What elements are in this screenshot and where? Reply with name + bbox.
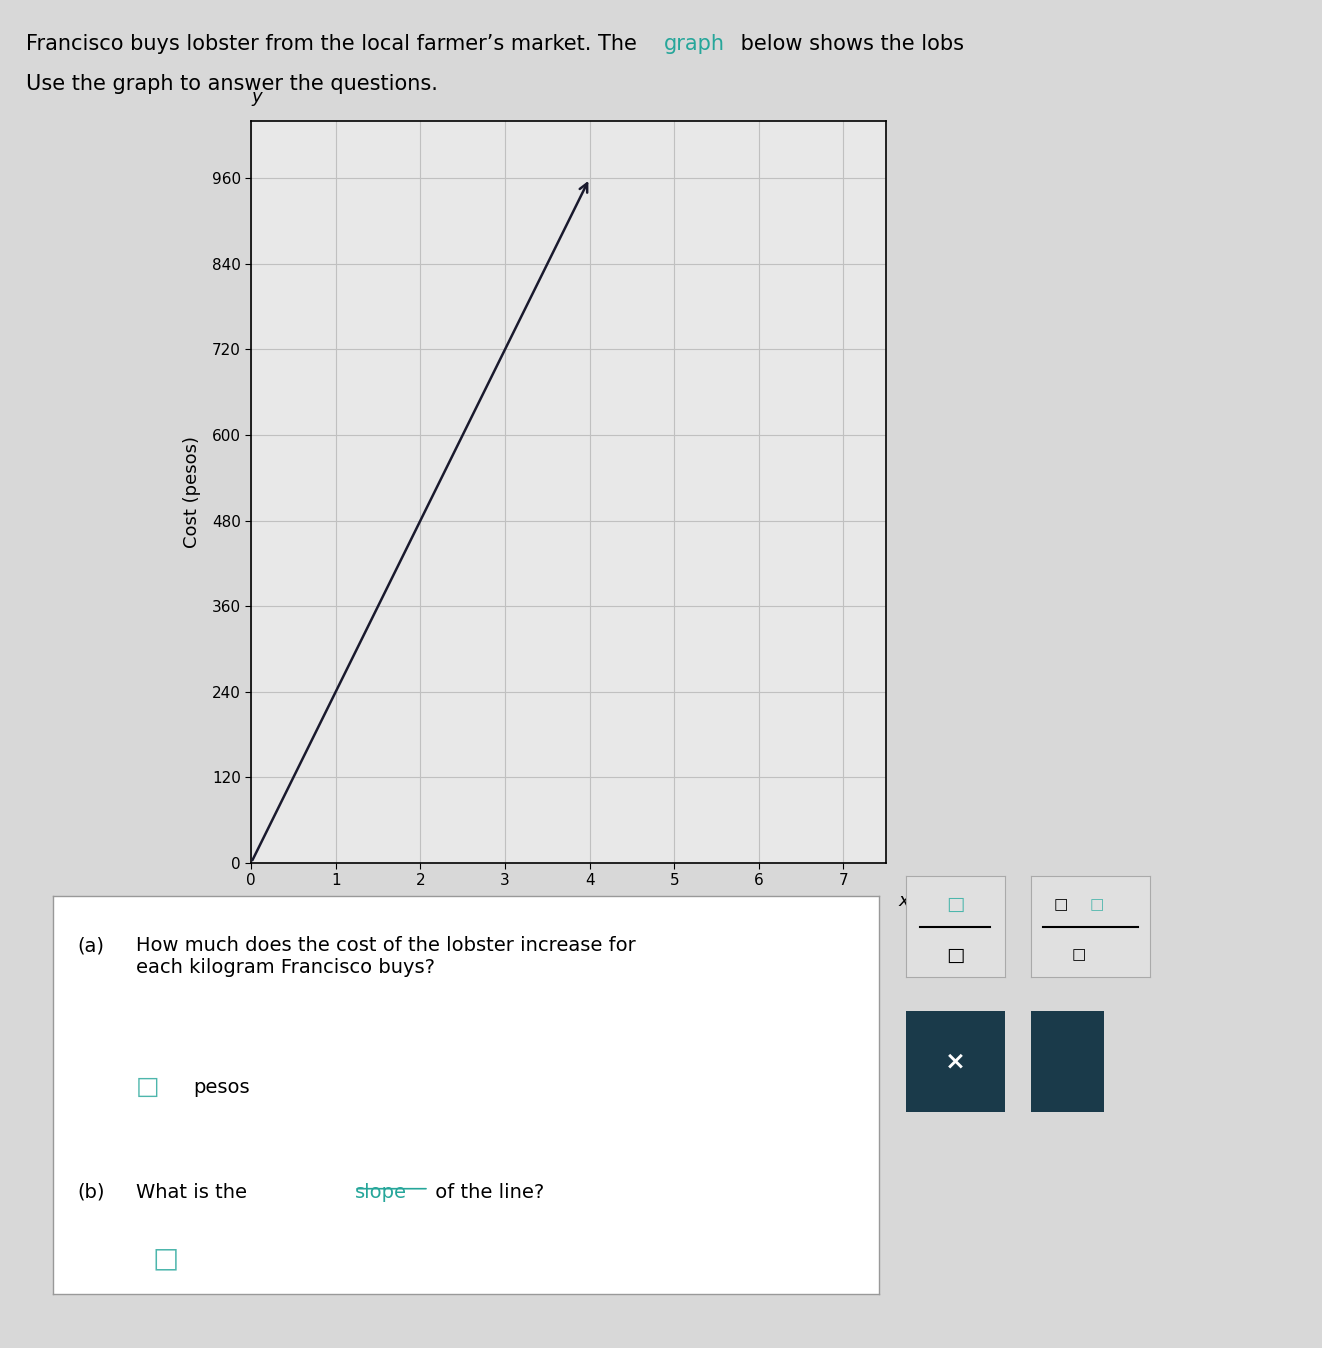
Text: How much does the cost of the lobster increase for
each kilogram Francisco buys?: How much does the cost of the lobster in… <box>135 936 636 977</box>
Text: of the line?: of the line? <box>428 1182 545 1201</box>
Text: □: □ <box>1072 948 1085 962</box>
X-axis label: Weight (kilograms): Weight (kilograms) <box>483 899 654 917</box>
Text: x: x <box>899 892 910 910</box>
Text: Francisco buys lobster from the local farmer’s market. The: Francisco buys lobster from the local fa… <box>26 34 644 54</box>
Text: y: y <box>251 89 262 106</box>
Text: ×: × <box>945 1050 965 1073</box>
Text: slope: slope <box>354 1182 406 1201</box>
Text: pesos: pesos <box>193 1078 250 1097</box>
Y-axis label: Cost (pesos): Cost (pesos) <box>182 435 201 549</box>
Text: □: □ <box>947 895 964 914</box>
Text: What is the: What is the <box>135 1182 253 1201</box>
Text: below shows the lobs: below shows the lobs <box>734 34 964 54</box>
Text: Use the graph to answer the questions.: Use the graph to answer the questions. <box>26 74 439 94</box>
Text: □: □ <box>135 1076 159 1100</box>
Text: □: □ <box>1089 896 1104 913</box>
Text: □: □ <box>152 1244 178 1273</box>
Text: graph: graph <box>664 34 724 54</box>
Text: (a): (a) <box>78 936 104 956</box>
Text: (b): (b) <box>78 1182 106 1201</box>
Text: □: □ <box>1054 896 1068 913</box>
Text: □: □ <box>947 945 964 965</box>
